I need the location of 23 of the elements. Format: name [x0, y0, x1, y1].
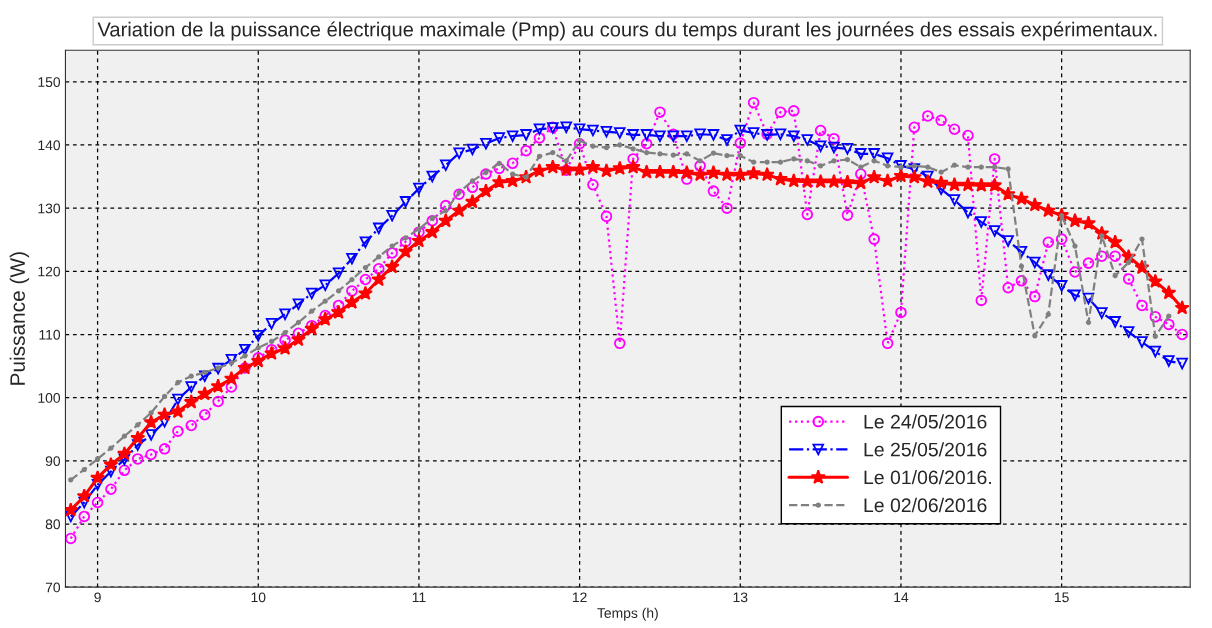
legend-label: Le 02/06/2016: [864, 497, 987, 513]
x-tick-label: 14: [894, 592, 909, 603]
x-tick-label: 15: [1054, 592, 1069, 603]
y-tick-label: 140: [38, 140, 61, 151]
x-tick-label: 10: [251, 592, 266, 603]
y-axis-title: Puissance (W): [9, 252, 30, 385]
y-tick-label: 120: [38, 266, 61, 277]
x-tick-label: 9: [94, 592, 101, 603]
y-tick-label: 90: [45, 456, 61, 467]
x-axis-title: Temps (h): [597, 607, 658, 621]
y-tick-label: 150: [38, 77, 61, 87]
y-tick-label: 110: [39, 329, 61, 340]
chart-title: Variation de la puissance électrique maximale (Pmp) au cours du temps durant les journées des essais expérimentaux.: [97, 21, 1157, 41]
y-tick-label: 80: [45, 519, 61, 530]
y-tick-label: 130: [38, 203, 61, 214]
y-tick-label: 70: [45, 582, 61, 593]
legend-label: Le 25/05/2016: [864, 442, 987, 457]
x-tick-label: 12: [572, 592, 587, 603]
legend-label: Le 01/06/2016.: [864, 470, 991, 485]
legend-label: Le 24/05/2016: [864, 414, 987, 429]
y-tick-label: 100: [38, 393, 61, 403]
x-tick-label: 11: [412, 592, 426, 603]
x-tick-label: 13: [733, 592, 748, 603]
